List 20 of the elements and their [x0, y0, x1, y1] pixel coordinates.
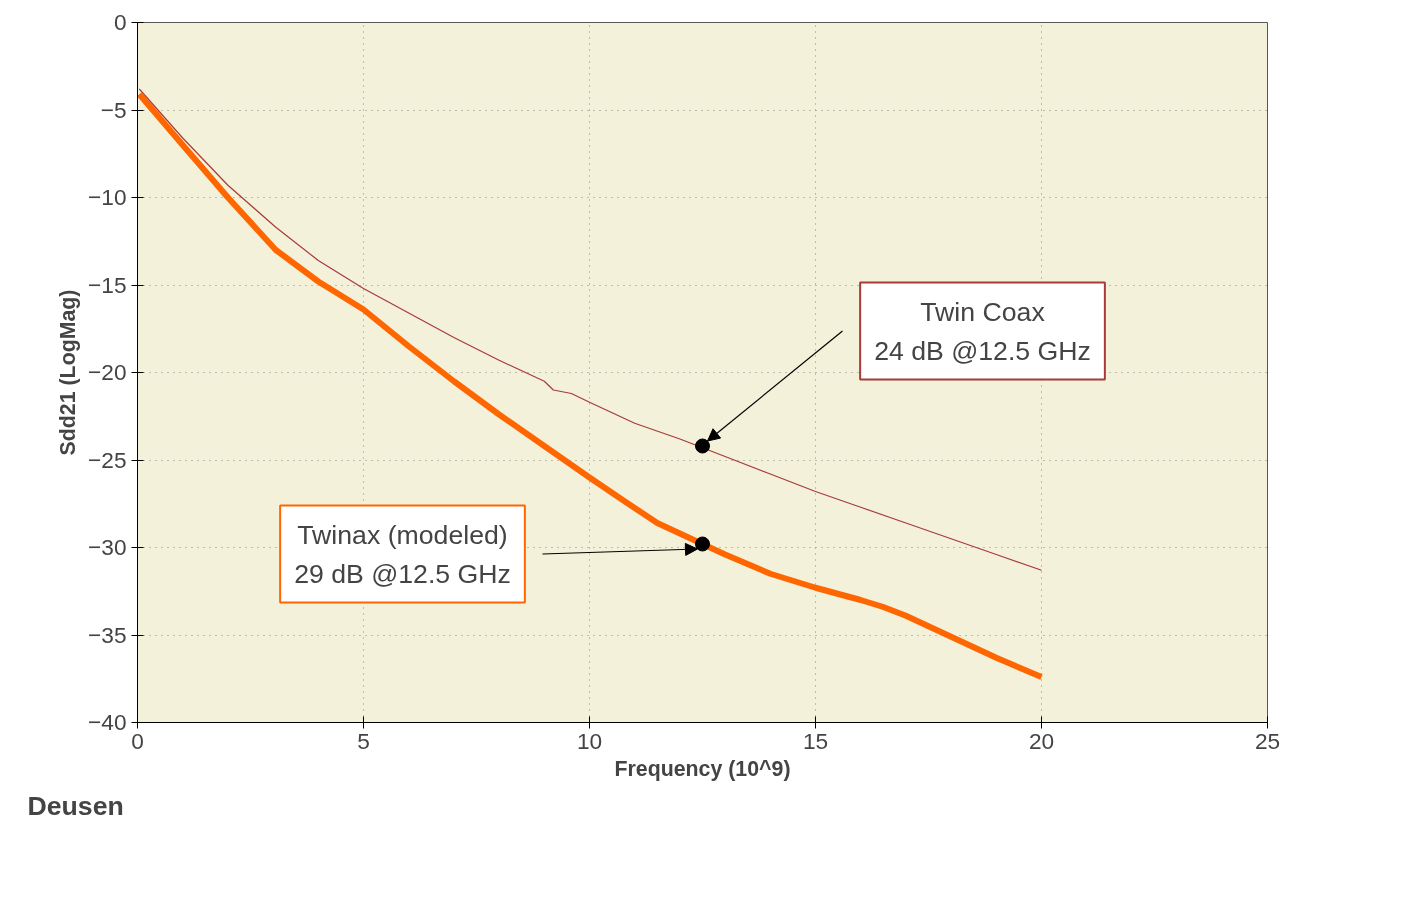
- y-tick-label: −40: [88, 709, 127, 735]
- y-tick-label: −15: [88, 271, 127, 298]
- y-tick-label: −35: [88, 621, 127, 648]
- x-tick-label: 10: [576, 727, 603, 754]
- y-tick-label: −30: [88, 534, 127, 560]
- y-tick-label: −10: [88, 184, 127, 210]
- x-axis-title: Frequency (10^9): [614, 756, 791, 781]
- y-tick-label: −25: [88, 446, 127, 473]
- x-tick-label: 0: [131, 727, 144, 754]
- x-tick-label: 5: [357, 727, 370, 754]
- x-tick-label: 15: [802, 727, 829, 754]
- x-tick-label: 20: [1028, 727, 1055, 754]
- annotation: Twinax (modeled) 29 dB @12.5 GHz: [294, 519, 511, 589]
- y-axis-title: Sdd21 (LogMag): [56, 289, 81, 456]
- x-tick-label: 25: [1254, 727, 1281, 754]
- annotation: Twin Coax 24 dB @12.5 GHz: [874, 296, 1091, 366]
- y-tick-label: 0: [113, 9, 127, 35]
- text: Deusen: [27, 790, 124, 821]
- y-tick-label: −20: [88, 359, 127, 385]
- y-tick-label: −5: [100, 96, 127, 123]
